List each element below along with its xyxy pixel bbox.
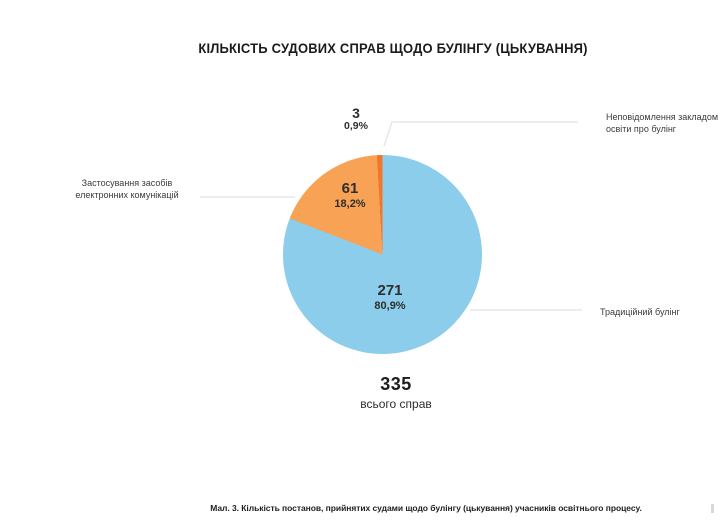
slice-value: 271 xyxy=(377,282,403,299)
total-label: всього справ xyxy=(360,397,432,411)
callout-line: освіти про булінг xyxy=(606,124,677,134)
page-edge-artifact xyxy=(711,504,714,513)
slice-percent: 18,2% xyxy=(334,197,366,210)
callout-line: Традиційний булінг xyxy=(600,307,680,317)
pie-chart xyxy=(283,155,482,354)
slice-percent: 80,9% xyxy=(374,299,406,312)
total-value: 335 xyxy=(380,374,412,394)
chart-title: КІЛЬКІСТЬ СУДОВИХ СПРАВ ЩОДО БУЛІНГУ (ЦЬ… xyxy=(198,41,588,56)
leader-line-top xyxy=(383,121,578,147)
callout-line: Застосування засобів xyxy=(81,178,173,188)
callout-electronic-communications: Застосування засобів електронних комунік… xyxy=(75,177,178,201)
slice-label-electronic-communications: 61 18,2% xyxy=(334,180,366,210)
callout-line: електронних комунікацій xyxy=(75,190,179,200)
total-cases: 335 всього справ xyxy=(360,374,432,411)
slice-label-failure-to-report: 3 0,9% xyxy=(344,105,368,133)
slice-value: 3 xyxy=(352,105,360,121)
slice-label-traditional-bullying: 271 80,9% xyxy=(374,282,406,312)
slice-percent: 0,9% xyxy=(344,120,368,133)
slice-value: 61 xyxy=(341,180,359,197)
callout-failure-to-report: Неповідомлення закладом освіти про булін… xyxy=(606,111,718,135)
callout-line: Неповідомлення закладом xyxy=(606,112,719,122)
callout-traditional-bullying: Традиційний булінг xyxy=(600,306,680,318)
figure-caption: Мал. 3. Кількість постанов, прийнятих су… xyxy=(210,503,642,513)
